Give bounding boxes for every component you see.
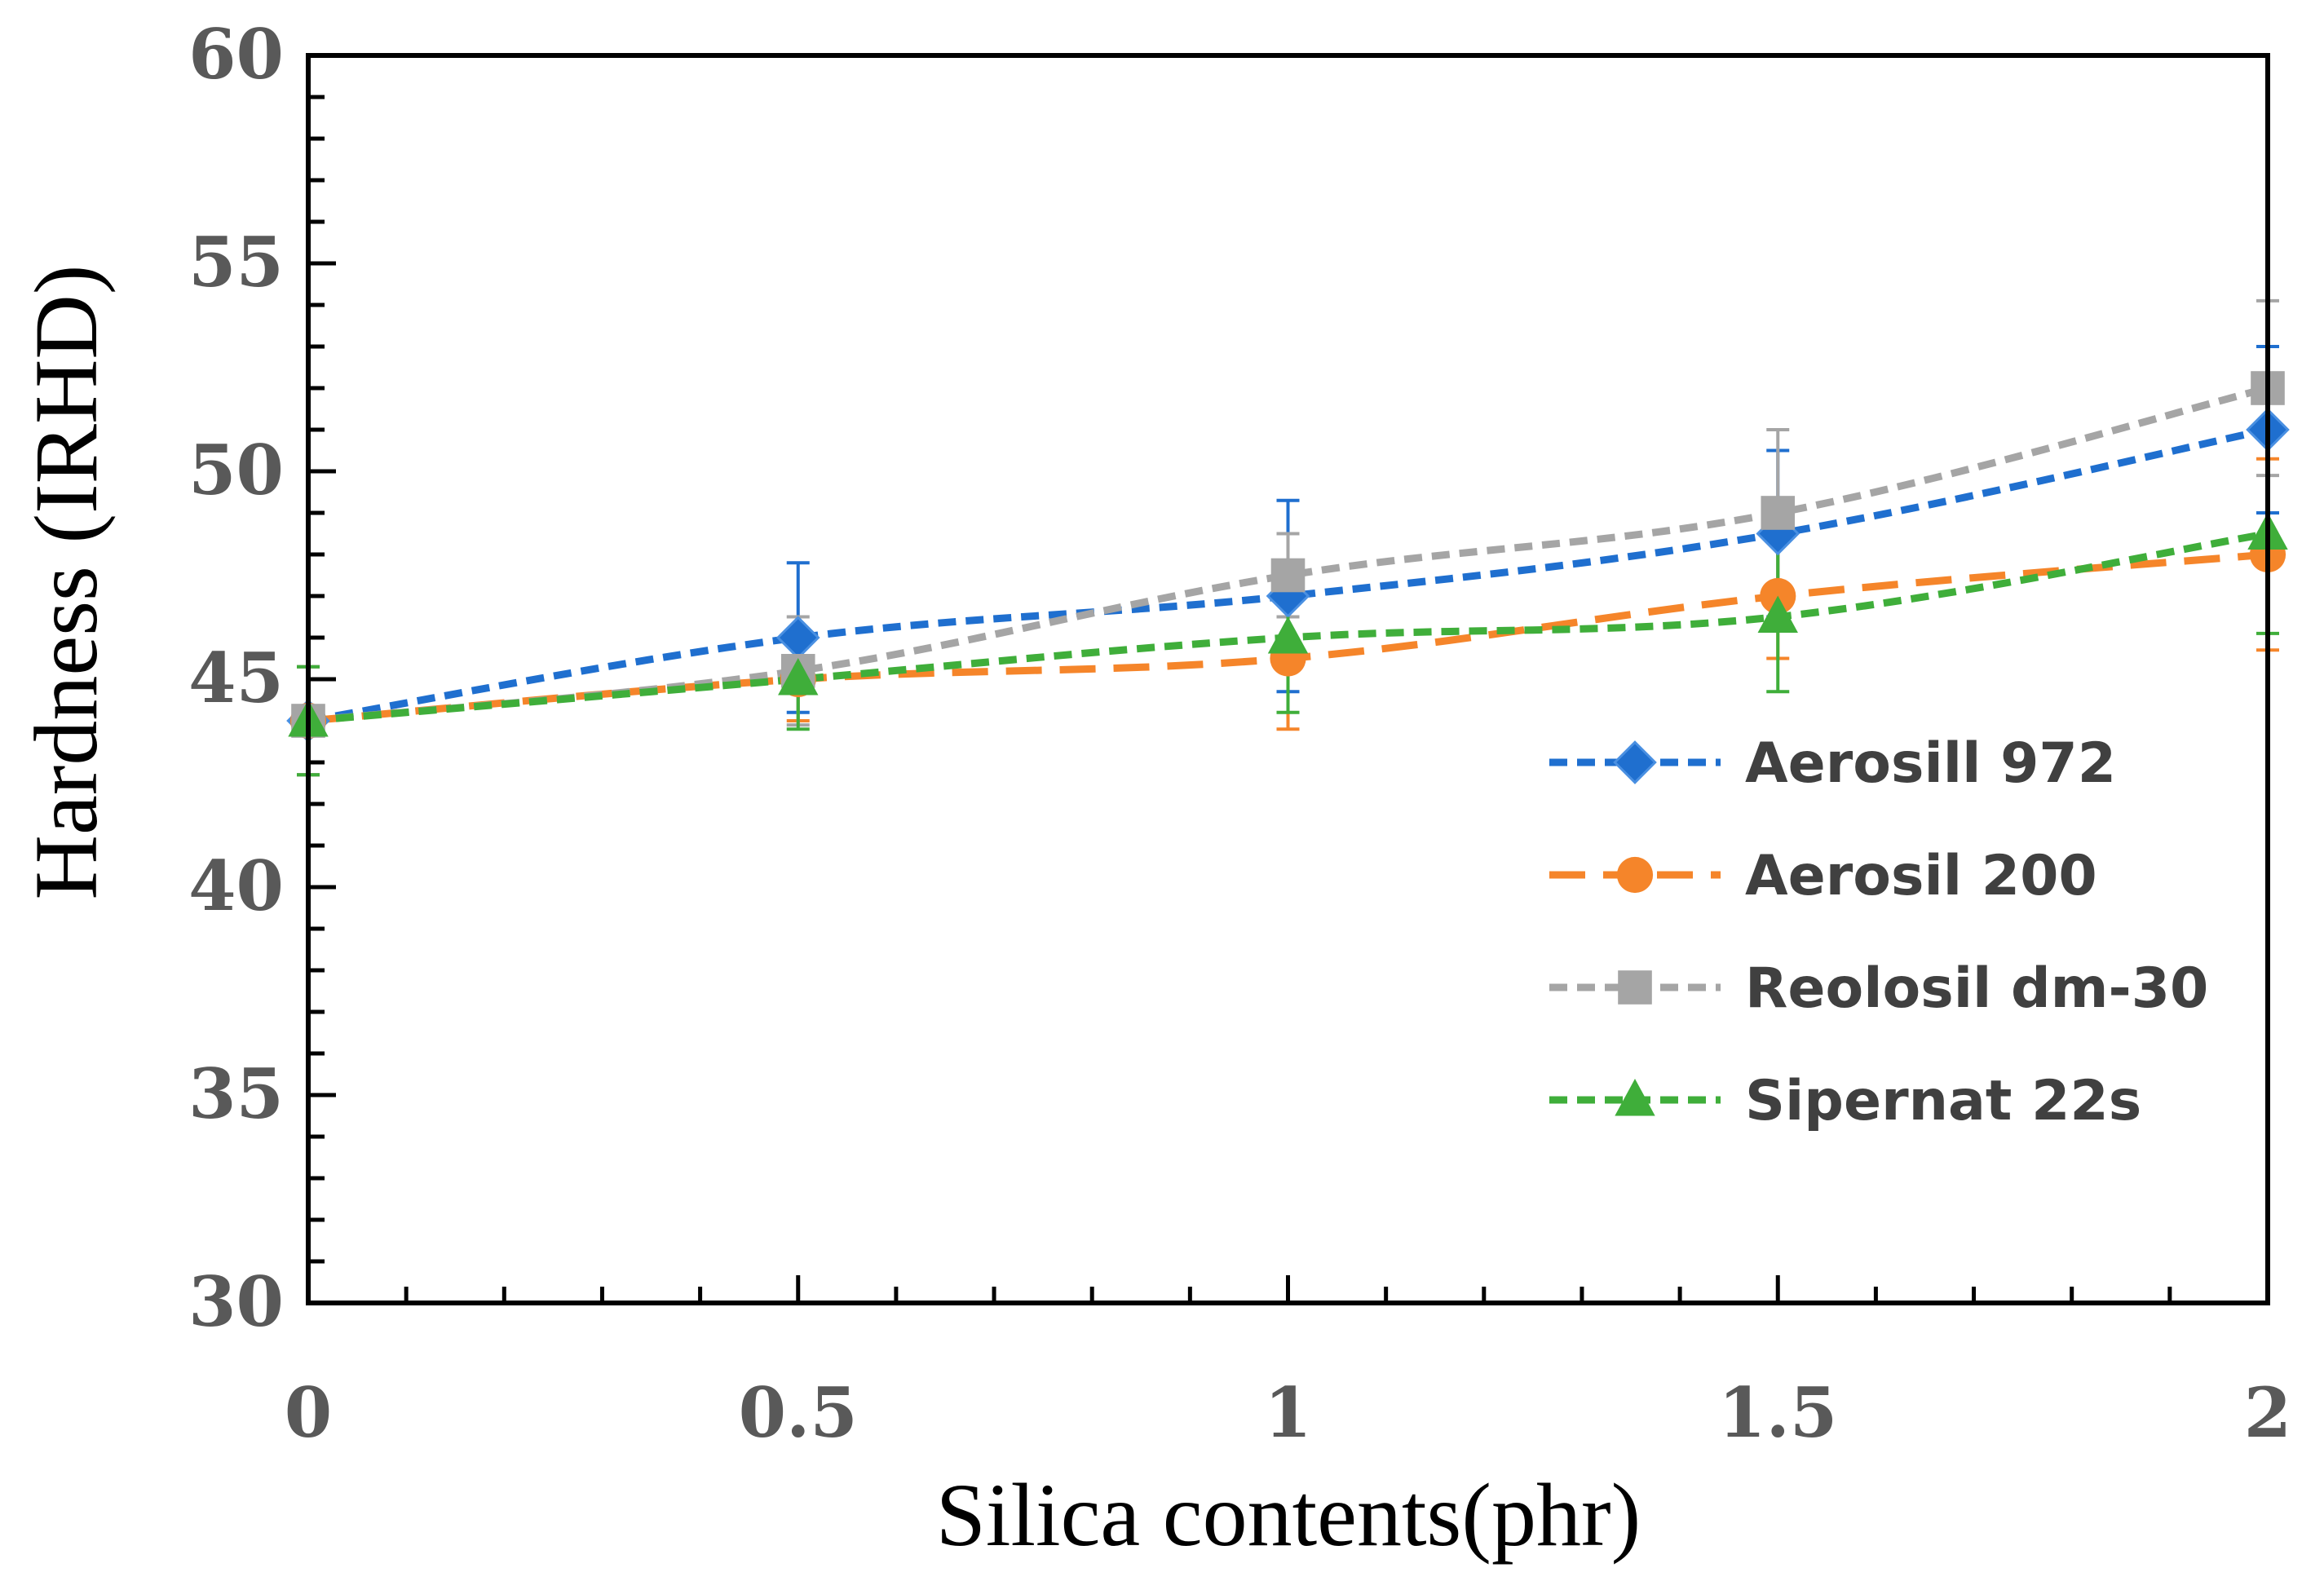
plot-area-frame <box>306 53 2270 1305</box>
y-tick-label: 60 <box>188 14 284 95</box>
triangle-marker <box>1615 1079 1655 1116</box>
triangle-marker <box>1757 595 1798 633</box>
y-tick-labels: 30 35 40 45 50 55 60 <box>188 14 284 1342</box>
legend: Aerosill 972 Aerosil 200 Reolosil dm-30 Sip… <box>1549 731 2208 1133</box>
legend-label: Sipernat 22s <box>1745 1069 2141 1133</box>
y-axis-title: Hardness (IRHD) <box>16 265 116 900</box>
x-tick-label: 0.5 <box>739 1372 858 1453</box>
legend-item: Sipernat 22s <box>1549 1069 2141 1133</box>
triangle-marker <box>778 658 819 696</box>
square-marker <box>1761 496 1796 530</box>
x-tick-label: 2 <box>2244 1372 2291 1453</box>
x-tick-label: 0 <box>285 1372 332 1453</box>
x-tick-labels: 0 0.5 1 1.5 2 <box>285 1372 2291 1453</box>
legend-item: Aerosil 200 <box>1549 844 2097 908</box>
y-tick-label: 30 <box>188 1261 284 1342</box>
series-line-aerosill-972 <box>307 426 2269 725</box>
x-tick-label: 1.5 <box>1718 1372 1837 1453</box>
y-tick-label: 55 <box>188 222 284 303</box>
legend-label: Reolosil dm-30 <box>1745 956 2208 1021</box>
y-tick-label: 45 <box>188 638 284 718</box>
y-tick-label: 35 <box>188 1053 284 1134</box>
legend-item: Aerosill 972 <box>1549 731 2116 796</box>
y-tick-label: 40 <box>188 846 284 926</box>
x-axis-title: Silica contents(phr) <box>936 1465 1641 1565</box>
legend-label: Aerosil 200 <box>1745 844 2097 908</box>
legend-label: Aerosill 972 <box>1745 731 2116 796</box>
square-marker <box>1270 558 1306 593</box>
square-marker <box>1618 970 1652 1005</box>
circle-marker <box>1616 856 1654 894</box>
diamond-marker <box>1613 740 1657 784</box>
x-tick-label: 1 <box>1264 1372 1311 1453</box>
legend-item: Reolosil dm-30 <box>1549 956 2208 1021</box>
triangle-marker <box>1267 616 1309 654</box>
y-tick-label: 50 <box>188 430 284 510</box>
axis-ticks <box>306 53 2270 1305</box>
